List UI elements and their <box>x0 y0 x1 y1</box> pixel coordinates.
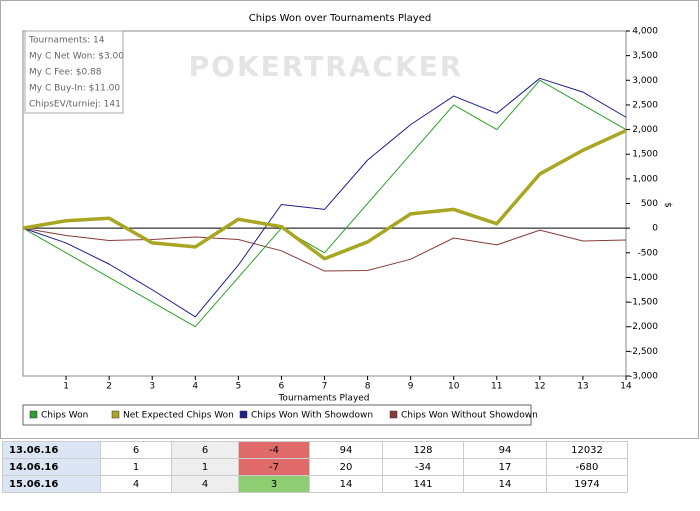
y-tick-label: 0 <box>652 224 658 234</box>
table-cell: 12032 <box>546 441 628 459</box>
table-row: 15.06.16 4 4 3 14 141 14 1974 <box>2 475 628 493</box>
x-tick-label: 13 <box>577 382 588 392</box>
legend-swatch <box>111 410 120 419</box>
series-line <box>22 227 627 272</box>
table-cell: 1974 <box>546 475 628 493</box>
table-cell: -4 <box>238 441 310 459</box>
y-tick-label: 3,000 <box>632 76 658 86</box>
watermark: POKERTRACKER <box>189 50 464 83</box>
table-cell: 15.06.16 <box>2 475 101 493</box>
info-line: My C Net Won: $3.00 <box>29 52 124 62</box>
table-cell: 1 <box>100 458 172 476</box>
legend-label: Chips Won <box>41 411 88 421</box>
table-cell: 4 <box>100 475 172 493</box>
info-box <box>24 30 124 114</box>
x-tick-label: 10 <box>448 382 460 392</box>
x-tick-label: 2 <box>106 382 112 392</box>
legend <box>22 404 532 426</box>
legend-swatch <box>239 410 248 419</box>
y-tick-label: 4,000 <box>632 27 658 37</box>
table-cell: 6 <box>100 441 172 459</box>
table-cell: -7 <box>238 458 310 476</box>
data-table: 13.06.16 6 6 -4 94 128 94 12032 14.06.16 1 1 -7 20 -3… <box>2 441 628 493</box>
legend-label: Chips Won With Showdown <box>251 411 373 421</box>
x-tick-label: 3 <box>149 382 155 392</box>
y-tick-label: -1,500 <box>629 298 658 308</box>
table-row: 14.06.16 1 1 -7 20 -34 17 -680 <box>2 458 628 476</box>
y-tick-label: 500 <box>641 199 658 209</box>
y-tick-label: 2,000 <box>632 125 658 135</box>
legend-swatch <box>389 410 398 419</box>
x-tick-label: 9 <box>408 382 414 392</box>
series-line <box>22 128 627 261</box>
x-tick-label: 12 <box>534 382 545 392</box>
x-tick-label: 4 <box>192 382 198 392</box>
table-cell: 94 <box>309 441 383 459</box>
series-line <box>22 77 627 318</box>
info-line: My C Buy-In: $11.00 <box>29 84 120 94</box>
chart-title: Chips Won over Tournaments Played <box>249 13 431 24</box>
x-tick-label: 8 <box>365 382 371 392</box>
table-cell: 14.06.16 <box>2 458 101 476</box>
x-tick-label: 11 <box>491 382 502 392</box>
table-row: 13.06.16 6 6 -4 94 128 94 12032 <box>2 441 628 459</box>
table-cell: 13.06.16 <box>2 441 101 459</box>
table-cell: -34 <box>382 458 464 476</box>
x-tick-label: 14 <box>620 382 632 392</box>
table-cell: 94 <box>463 441 547 459</box>
x-tick-label: 6 <box>279 382 285 392</box>
x-tick-label: 5 <box>235 382 241 392</box>
legend-swatch <box>29 410 38 419</box>
chart: Chips Won over Tournaments Played POKERT… <box>0 0 699 439</box>
x-tick-label: 7 <box>322 382 328 392</box>
y-tick-label: 1,000 <box>632 174 658 184</box>
table-cell: 17 <box>463 458 547 476</box>
y-tick-label: -500 <box>638 248 659 258</box>
table-cell: 3 <box>238 475 310 493</box>
series-line <box>22 79 627 328</box>
y-tick-label: -2,000 <box>629 322 658 332</box>
x-axis-title: Tournaments Played <box>277 394 369 404</box>
y-tick-label: -3,000 <box>629 372 658 382</box>
y-tick-label: -1,000 <box>629 273 658 283</box>
info-line: My C Fee: $0.88 <box>29 68 102 78</box>
info-line: ChipsEV/turniej: 141 <box>29 100 121 110</box>
x-tick-label: 1 <box>63 382 69 392</box>
table-cell: 4 <box>171 475 239 493</box>
info-line: Tournaments: 14 <box>28 36 105 46</box>
table-cell: 14 <box>463 475 547 493</box>
table-cell: 1 <box>171 458 239 476</box>
y-axis-title: $ <box>663 202 673 208</box>
y-tick-label: 1,500 <box>632 150 658 160</box>
table-cell: 141 <box>382 475 464 493</box>
table-cell: 20 <box>309 458 383 476</box>
table-cell: 128 <box>382 441 464 459</box>
y-tick-label: -2,500 <box>629 347 658 357</box>
table-cell: 14 <box>309 475 383 493</box>
y-tick-label: 3,500 <box>632 51 658 61</box>
y-tick-label: 2,500 <box>632 100 658 110</box>
legend-label: Chips Won Without Showdown <box>401 411 538 421</box>
legend-label: Net Expected Chips Won <box>123 411 234 421</box>
table-cell: 6 <box>171 441 239 459</box>
table-cell: -680 <box>546 458 628 476</box>
